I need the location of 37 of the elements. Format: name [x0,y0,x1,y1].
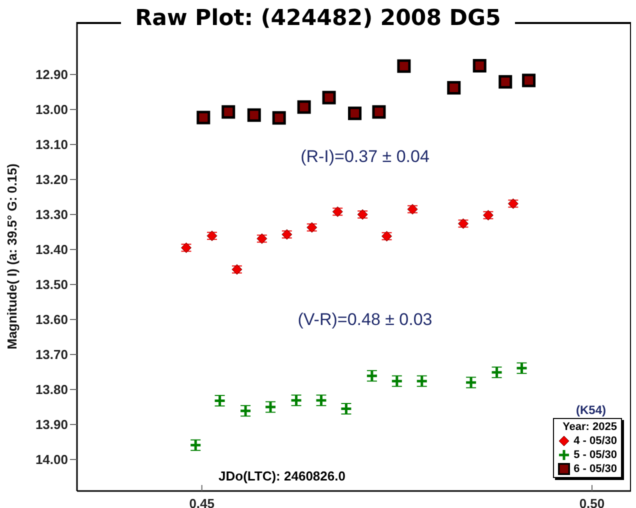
y-tick-label: 13.00 [35,102,68,118]
point [297,100,311,114]
annotation: JDo(LTC): 2460826.0 [218,468,346,484]
point [447,81,461,95]
y-axis-title: Magnitude( I) (a: 39.5° G: 0.15) [4,164,20,350]
y-tick-label: 13.30 [35,207,68,222]
y-tick-label: 13.20 [35,172,68,188]
point [372,105,386,119]
chart-title: Raw Plot: (424482) 2008 DG5 [121,6,515,31]
point [222,105,236,119]
x-tick-label: 0.45 [189,496,214,508]
point [196,110,210,124]
y-tick-label: 13.60 [35,312,68,328]
point [522,74,536,88]
point [397,59,411,73]
point [498,75,512,89]
annotation: (R-I)=0.37 ± 0.04 [300,147,430,167]
y-tick-label: 13.40 [35,242,68,258]
y-tick-label: 13.80 [35,382,68,398]
y-tick-label: 13.90 [35,417,68,432]
y-tick-label: 13.70 [35,347,68,362]
point [247,108,261,122]
legend-title: Year: 2025 [562,420,617,434]
legend-label: 4 - 05/30 [574,434,617,448]
y-tick-label: 14.00 [35,452,68,468]
y-tick-label: 13.50 [35,277,68,292]
legend-label: 5 - 05/30 [574,448,617,462]
point [348,106,362,120]
x-tick-label: 0.50 [579,496,605,508]
point [272,111,286,125]
point [322,90,336,104]
point [472,59,486,72]
y-tick-label: 12.90 [35,67,68,82]
y-tick-label: 13.10 [35,137,68,152]
annotation: (K54) [576,403,606,417]
legend-label: 6 - 05/30 [574,462,617,476]
annotation: (V-R)=0.48 ± 0.03 [298,310,432,330]
